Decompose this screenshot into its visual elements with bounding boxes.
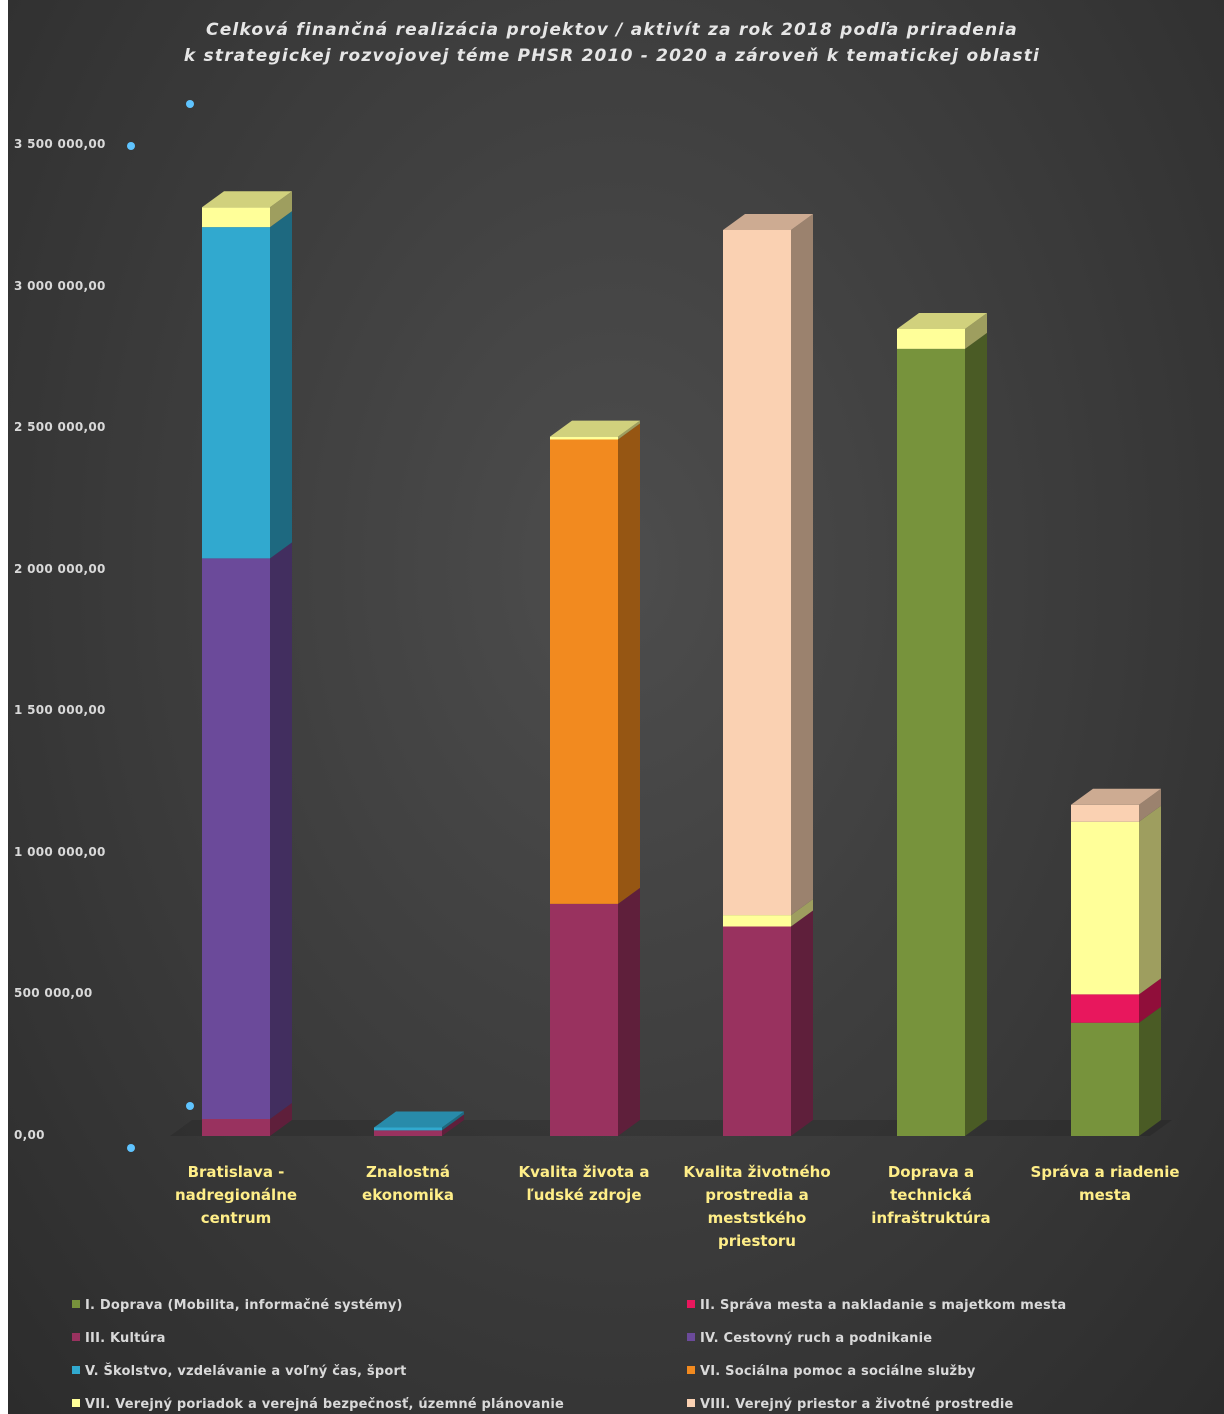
legend-swatch (687, 1300, 695, 1308)
y-tick-label: 3 000 000,00 (14, 279, 124, 293)
legend-swatch (72, 1300, 80, 1308)
y-tick-label: 1 500 000,00 (14, 703, 124, 717)
category-label: Kvalita života a ľudské zdroje (504, 1161, 664, 1207)
bar-front-1-2 (374, 1130, 442, 1136)
legend-item: IV. Cestovný ruch a podnikanie (687, 1331, 932, 1346)
legend-label: VII. Verejný poriadok a verejná bezpečno… (85, 1397, 564, 1412)
bar-front-0-4 (202, 227, 270, 558)
y-tick-label: 500 000,00 (14, 986, 124, 1000)
bar-front-0-3 (202, 558, 270, 1119)
selection-handle-icon[interactable] (127, 142, 135, 150)
bar-side-5-6 (1139, 806, 1161, 995)
bar-front-0-6 (202, 207, 270, 227)
bar-front-2-6 (550, 437, 618, 440)
legend-item: VII. Verejný poriadok a verejná bezpečno… (72, 1397, 564, 1412)
bar-front-1-4 (374, 1128, 442, 1131)
y-tick-label: 2 000 000,00 (14, 562, 124, 576)
bar-front-0-2 (202, 1119, 270, 1136)
bar-side-5-0 (1139, 1007, 1161, 1136)
bar-side-4-0 (965, 333, 987, 1136)
bar-front-3-2 (723, 926, 791, 1136)
legend-item: VIII. Verejný priestor a životné prostre… (687, 1397, 1014, 1412)
category-label: Doprava a technická infraštruktúra (851, 1161, 1011, 1230)
bar-front-4-6 (897, 329, 965, 349)
bar-front-3-7 (723, 230, 791, 915)
legend-label: VIII. Verejný priestor a životné prostre… (700, 1397, 1014, 1412)
legend-swatch (687, 1366, 695, 1374)
legend-label: VI. Sociálna pomoc a sociálne služby (700, 1364, 976, 1379)
category-label: Znalostná ekonomika (328, 1161, 488, 1207)
bar-front-3-6 (723, 915, 791, 926)
category-label: Správa a riadenie mesta (1025, 1161, 1185, 1207)
legend-label: V. Školstvo, vzdelávanie a voľný čas, šp… (85, 1364, 406, 1379)
y-tick-label: 3 500 000,00 (14, 137, 124, 151)
bar-front-5-6 (1071, 822, 1139, 995)
bar-front-5-1 (1071, 994, 1139, 1022)
legend-item: VI. Sociálna pomoc a sociálne služby (687, 1364, 976, 1379)
legend-label: I. Doprava (Mobilita, informačné systémy… (85, 1298, 403, 1313)
bar-front-5-7 (1071, 805, 1139, 822)
legend-label: II. Správa mesta a nakladanie s majetkom… (700, 1298, 1066, 1313)
bar-side-2-2 (618, 888, 640, 1136)
bar-front-4-0 (897, 349, 965, 1136)
y-tick-label: 2 500 000,00 (14, 420, 124, 434)
legend-label: IV. Cestovný ruch a podnikanie (700, 1331, 932, 1346)
bar-front-2-2 (550, 904, 618, 1136)
legend-item: V. Školstvo, vzdelávanie a voľný čas, šp… (72, 1364, 406, 1379)
category-label: Bratislava - nadregionálne centrum (156, 1161, 316, 1230)
bar-side-2-5 (618, 423, 640, 903)
bar-front-5-0 (1071, 1023, 1139, 1136)
category-label: Kvalita životného prostredia a meststkéh… (677, 1161, 837, 1253)
selection-handle-icon[interactable] (186, 1102, 194, 1110)
legend-swatch (72, 1333, 80, 1341)
bar-side-3-7 (791, 214, 813, 915)
legend-swatch (72, 1366, 80, 1374)
y-tick-label: 0,00 (14, 1128, 124, 1142)
selection-handle-icon[interactable] (186, 100, 194, 108)
legend-label: III. Kultúra (85, 1331, 166, 1346)
bar-front-2-5 (550, 439, 618, 903)
legend-swatch (687, 1399, 695, 1407)
bar-side-0-3 (270, 542, 292, 1119)
chart-floor (170, 1120, 1172, 1136)
legend-item: II. Správa mesta a nakladanie s majetkom… (687, 1298, 1066, 1313)
selection-handle-icon[interactable] (127, 1144, 135, 1152)
legend-swatch (687, 1333, 695, 1341)
legend-swatch (72, 1399, 80, 1407)
bar-side-0-4 (270, 211, 292, 558)
legend-item: III. Kultúra (72, 1331, 166, 1346)
y-tick-label: 1 000 000,00 (14, 845, 124, 859)
bar-side-3-2 (791, 910, 813, 1136)
legend-item: I. Doprava (Mobilita, informačné systémy… (72, 1298, 403, 1313)
